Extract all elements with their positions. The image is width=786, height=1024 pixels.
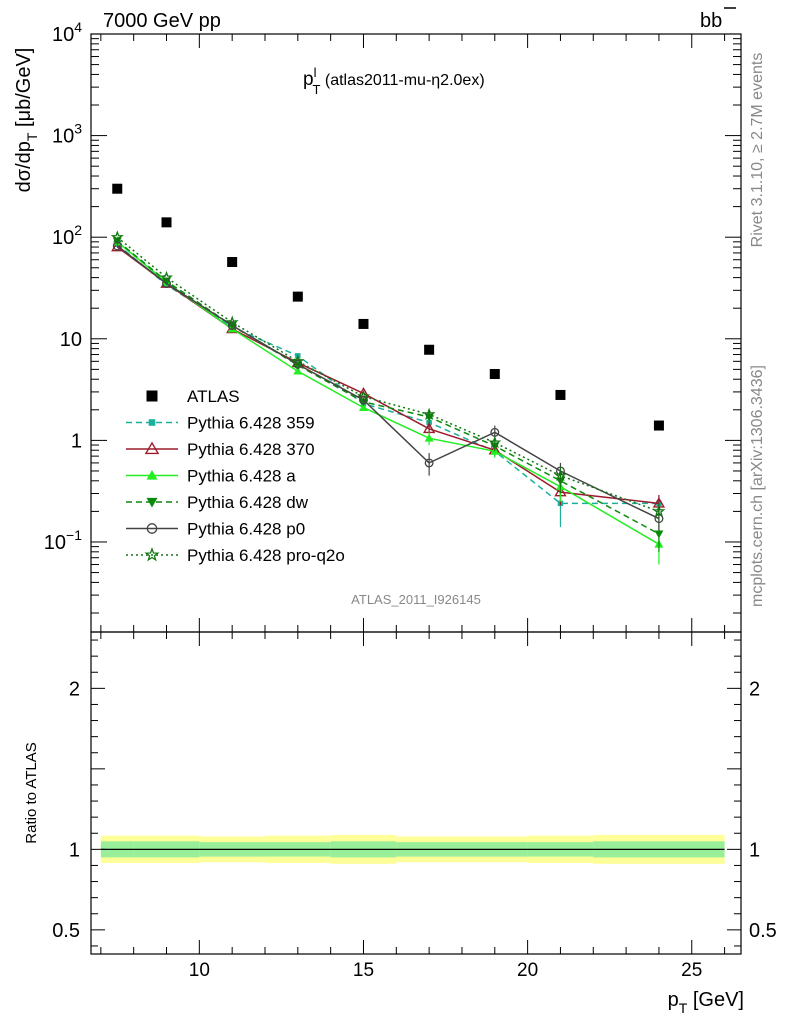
marker-square <box>555 389 566 400</box>
axis-ticks <box>91 34 741 954</box>
legend-label: Pythia 6.428 370 <box>187 440 315 459</box>
marker-square <box>424 344 435 355</box>
ratio-y-tick-label-right: 2 <box>749 678 760 700</box>
y-tick-label: 103 <box>52 121 82 148</box>
marker-circle <box>146 523 158 534</box>
y-tick-label: 10−1 <box>44 527 82 554</box>
main-y-axis-label: dσ/dpT [μb/GeV] <box>13 48 40 193</box>
legend-entry: Pythia 6.428 p0 <box>126 520 305 539</box>
ratio-uncertainty-bands <box>100 834 725 864</box>
marker-star <box>553 468 568 482</box>
legend-label: Pythia 6.428 359 <box>187 414 315 433</box>
series-line <box>116 246 659 505</box>
x-tick-label: 25 <box>681 960 702 981</box>
legend-label: Pythia 6.428 a <box>187 467 296 486</box>
marker-square <box>653 420 664 431</box>
legend-label: Pythia 6.428 pro-q2o <box>187 546 345 565</box>
legend-label: Pythia 6.428 dw <box>187 493 309 512</box>
y-tick-label: 10 <box>60 329 82 351</box>
series-atlas <box>112 183 664 431</box>
x-axis-label: pT [GeV] <box>668 989 744 1016</box>
ratio-y-tick-label: 0.5 <box>52 920 80 942</box>
series-line <box>116 245 660 520</box>
marker-triangle-down <box>654 530 664 539</box>
marker-triangle-down <box>146 497 158 508</box>
legend-entry: Pythia 6.428 a <box>126 467 296 486</box>
svg-text:plT (atlas2011-mu-η2.0ex): pl T (atlas2011-mu-η2.0ex) <box>303 65 485 97</box>
marker-square <box>161 217 172 228</box>
rivet-label: Rivet 3.1.10, ≥ 2.7M events <box>749 53 766 248</box>
process-label: bb <box>700 7 736 32</box>
marker-triangle-open <box>357 387 370 398</box>
marker-circle <box>227 321 237 331</box>
marker-star <box>291 354 305 367</box>
svg-text:pT [GeV]: pT [GeV] <box>668 989 744 1016</box>
x-tick-label: 10 <box>189 960 210 981</box>
marker-triangle <box>146 470 158 480</box>
x-tick-label: 15 <box>353 960 374 981</box>
y-tick-label: 1 <box>71 430 82 452</box>
legend-label: Pythia 6.428 p0 <box>187 520 305 539</box>
marker-triangle <box>293 366 303 375</box>
marker-square <box>227 256 238 267</box>
svg-text:dσ/dpT [μb/GeV]: dσ/dpT [μb/GeV] <box>13 48 40 193</box>
y-tick-label: 104 <box>52 19 82 46</box>
marker-square <box>489 369 500 380</box>
ratio-y-tick-label-right: 1 <box>749 839 760 861</box>
marker-circle <box>293 359 303 369</box>
energy-label: 7000 GeV pp <box>103 10 221 32</box>
marker-circle <box>424 458 434 468</box>
marker-star <box>488 435 502 449</box>
ratio-y-tick-label-right: 0.5 <box>749 920 777 942</box>
y-tick-label: 102 <box>52 222 82 249</box>
marker-square <box>292 291 303 302</box>
marker-triangle <box>424 433 434 442</box>
series-pythia-6-428-pro-q2o <box>110 230 666 522</box>
marker-star <box>225 315 239 328</box>
legend-entry: Pythia 6.428 pro-q2o <box>126 546 345 565</box>
main-plot-frame <box>90 33 742 633</box>
ratio-y-axis-label: Ratio to ATLAS <box>23 742 40 843</box>
x-tick-label: 20 <box>517 960 538 981</box>
ratio-y-tick-label: 1 <box>69 839 80 861</box>
legend-entry: ATLAS <box>146 387 240 406</box>
legend-label: ATLAS <box>187 387 240 406</box>
marker-star <box>110 230 124 243</box>
analysis-id-label: ATLAS_2011_I926145 <box>351 592 481 607</box>
legend-entry: Pythia 6.428 359 <box>126 414 315 433</box>
svg-text:bb: bb <box>700 10 722 32</box>
legend-entry: Pythia 6.428 370 <box>126 440 315 459</box>
marker-square <box>112 183 123 194</box>
marker-square <box>358 318 369 329</box>
marker-square <box>148 419 156 426</box>
legend: ATLAS Pythia 6.428 359 Pythia 6.428 370 Pyt… <box>126 387 345 565</box>
marker-circle <box>358 395 368 405</box>
marker-star <box>144 547 160 562</box>
ratio-plot-frame <box>90 631 742 955</box>
series-line <box>116 236 660 513</box>
marker-triangle <box>358 403 368 412</box>
marker-star <box>357 389 371 403</box>
data-series <box>110 183 666 565</box>
mcplots-label: mcplots.cern.ch [arXiv:1306.3436] <box>749 365 766 607</box>
series-pythia-6-428-p0 <box>112 241 664 531</box>
ratio-y-tick-label: 2 <box>69 678 80 700</box>
marker-triangle-open <box>111 240 124 252</box>
marker-triangle-open <box>144 441 160 455</box>
series-line <box>116 243 659 505</box>
legend-entry: Pythia 6.428 dw <box>126 493 309 512</box>
marker-square <box>146 390 158 402</box>
marker-star <box>422 407 436 421</box>
main-plot-title: pl T (atlas2011-mu-η2.0ex) <box>303 65 485 97</box>
marker-star <box>652 504 666 517</box>
marker-circle <box>112 241 122 251</box>
marker-star <box>159 270 174 284</box>
